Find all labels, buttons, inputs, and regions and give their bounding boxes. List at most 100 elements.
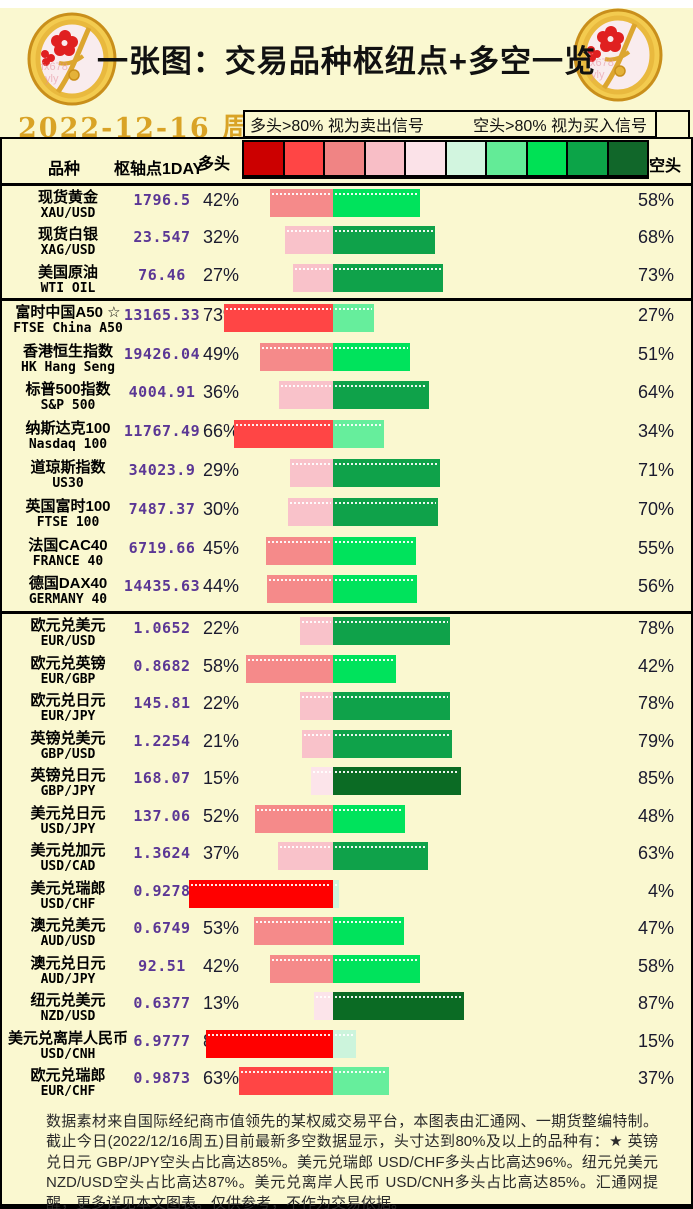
short-bar [333,381,429,410]
table-section: 现货黄金 XAU/USD 1796.5 42% 58% 现货白银 XAG/USD… [2,186,691,301]
long-bar [288,497,333,526]
pivot-table: 品种 枢轴点1DAY 多头 空头 现货黄金 XAU/USD 1796.5 42%… [0,137,693,1209]
instrument-name: 美元兑日元 [30,804,106,822]
instrument-label: 欧元兑瑞郎 EUR/CHF [2,1067,134,1099]
instrument-name: 欧元兑瑞郎 [30,1067,106,1085]
instrument-label: 英国富时100 FTSE 100 [2,498,134,530]
legend-long-signal: 多头>80% 视为卖出信号 [250,118,424,135]
pivot-value: 0.9873 [133,1069,191,1088]
instrument-label: 欧元兑美元 EUR/USD [2,617,134,649]
instrument-name: 英镑兑美元 [30,729,106,747]
long-percent: 66% [203,421,240,442]
long-bar [238,1067,333,1096]
short-percent: 85% [637,768,674,789]
table-section: 富时中国A50 ☆ FTSE China A50 13165.33 73% 27… [2,301,691,615]
signal-legend: 多头>80% 视为卖出信号 空头>80% 视为买入信号 [243,110,657,138]
short-bar [333,767,461,796]
instrument-name: 道琼斯指数 [30,459,106,477]
pivot-value: 14435.63 [123,577,201,596]
instrument-label: 欧元兑日元 EUR/JPY [2,692,134,724]
short-percent: 56% [637,576,674,597]
long-percent: 49% [203,343,240,364]
instrument-code: USD/CAD [40,859,96,875]
instrument-label: 美元兑加元 USD/CAD [2,842,134,874]
short-bar [333,842,428,871]
instrument-name: 纽元兑美元 [30,992,106,1010]
long-bar [301,729,333,758]
instrument-label: 法国CAC40 FRANCE 40 [2,537,134,569]
instrument-label: 纳斯达克100 Nasdaq 100 [2,420,134,452]
instrument-row: 欧元兑英镑 EUR/GBP 0.8682 58% 42% [2,652,691,690]
instrument-row: 英镑兑美元 GBP/USD 1.2254 21% 79% [2,727,691,765]
long-percent: 30% [203,498,240,519]
short-percent: 37% [637,1068,674,1089]
instrument-name: 美元兑加元 [30,842,106,860]
long-percent: 22% [203,618,240,639]
short-percent: 58% [637,955,674,976]
short-percent: 87% [637,993,674,1014]
long-bar [253,917,333,946]
long-percent: 37% [203,843,240,864]
pivot-value: 1796.5 [133,191,191,209]
instrument-name: 澳元兑日元 [30,954,106,972]
instrument-code: USD/JPY [40,821,96,837]
column-header-pivot: 枢轴点1DAY [114,161,204,178]
instrument-row: 美元兑离岸人民币 USD/CNH 6.9777 85% 15% [2,1027,691,1065]
scale-swatch [406,142,447,175]
instrument-label: 美元兑日元 USD/JPY [2,805,134,837]
long-bar [277,842,333,871]
short-bar [333,729,452,758]
instrument-name: 英国富时100 [25,497,111,515]
instrument-row: 美元兑瑞郎 USD/CHF 0.9278 96% 4% [2,877,691,915]
instrument-name: 现货黄金 [37,189,98,206]
pivot-value: 6.9777 [133,1031,191,1050]
column-header-short: 空头 [649,158,682,175]
pivot-value: 76.46 [138,265,186,284]
short-percent: 71% [637,460,674,481]
long-bar [270,189,333,217]
instrument-code: XAG/USD [40,243,96,259]
instrument-name: 欧元兑英镑 [30,654,106,672]
long-percent: 44% [203,576,240,597]
short-percent: 51% [637,343,674,364]
short-bar [333,303,374,332]
instrument-label: 美国原油 WTI OIL [2,264,134,296]
long-bar [300,692,333,721]
short-bar [333,420,384,449]
long-bar [279,381,333,410]
pivot-value: 137.06 [133,806,191,825]
instrument-name: 欧元兑日元 [30,692,106,710]
long-bar [313,992,333,1021]
instrument-code: EUR/CHF [40,1084,96,1100]
short-percent: 34% [637,421,674,442]
scale-swatch [365,142,406,175]
pivot-value: 19426.04 [123,344,201,363]
long-percent: 32% [203,227,240,248]
long-percent: 53% [203,918,240,939]
instrument-label: 现货白银 XAG/USD [2,226,134,258]
instrument-name: 美国原油 [37,263,98,281]
instrument-row: 美国原油 WTI OIL 76.46 27% 73% [2,261,691,298]
instrument-label: 标普500指数 S&P 500 [2,381,134,413]
pivot-value: 1.0652 [133,619,191,638]
long-percent: 27% [203,264,240,285]
short-percent: 78% [637,693,674,714]
disclaimer-text: 数据素材来自国际经纪商市值领先的某权威交易平台，本图表由汇通网、一期货整编特制。… [46,1112,658,1209]
short-percent: 58% [637,190,674,210]
long-bar [289,459,333,488]
instrument-label: 美元兑瑞郎 USD/CHF [2,880,134,912]
short-bar [333,226,435,255]
long-bar [270,954,333,983]
instrument-row: 美元兑加元 USD/CAD 1.3624 37% 63% [2,839,691,877]
short-percent: 73% [637,264,674,285]
instrument-code: USD/CHF [40,896,96,912]
instrument-label: 英镑兑美元 GBP/USD [2,730,134,762]
long-bar [255,804,333,833]
short-percent: 27% [637,304,674,325]
instrument-label: 香港恒生指数 HK Hang Seng [2,343,134,375]
instrument-code: EUR/GBP [40,671,96,687]
instrument-label: 美元兑离岸人民币 USD/CNH [2,1030,134,1062]
instrument-name: 香港恒生指数 [22,342,113,360]
scale-swatch [487,142,528,175]
